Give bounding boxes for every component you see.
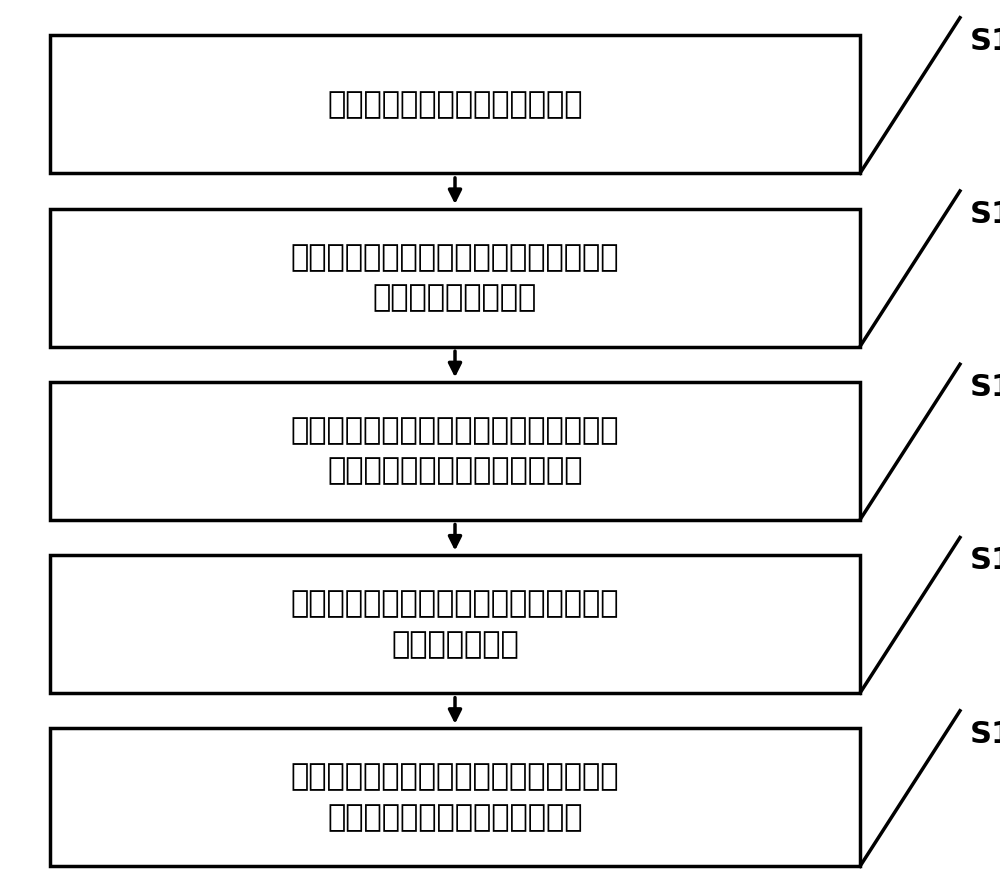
Text: 获取各个电厂对应的建议负荷率: 获取各个电厂对应的建议负荷率 [327, 90, 583, 118]
Text: S14: S14 [970, 546, 1000, 575]
Bar [50, 209, 860, 347]
Bar [50, 382, 860, 520]
Text: S13: S13 [970, 373, 1000, 402]
Text: S11: S11 [970, 27, 1000, 56]
Text: 统计所述总发电量经过第一轮电量分配后
剩余的偏差电量: 统计所述总发电量经过第一轮电量分配后 剩余的偏差电量 [291, 590, 619, 659]
Text: S12: S12 [970, 200, 1000, 229]
Text: 根据所述各个电厂对应的建议负荷率对所
述总发电量进行第一轮电量分配: 根据所述各个电厂对应的建议负荷率对所 述总发电量进行第一轮电量分配 [291, 416, 619, 485]
Bar [50, 728, 860, 866]
Text: 根据所述各个电厂对应的建议负荷率对所
述偏差电量进行第二轮电量分配: 根据所述各个电厂对应的建议负荷率对所 述偏差电量进行第二轮电量分配 [291, 763, 619, 832]
Text: S15: S15 [970, 720, 1000, 749]
Bar [50, 35, 860, 173]
Text: 根据所述各个电厂对应的建议负荷率计算
所有电厂的总发电量: 根据所述各个电厂对应的建议负荷率计算 所有电厂的总发电量 [291, 243, 619, 312]
Bar [50, 555, 860, 693]
